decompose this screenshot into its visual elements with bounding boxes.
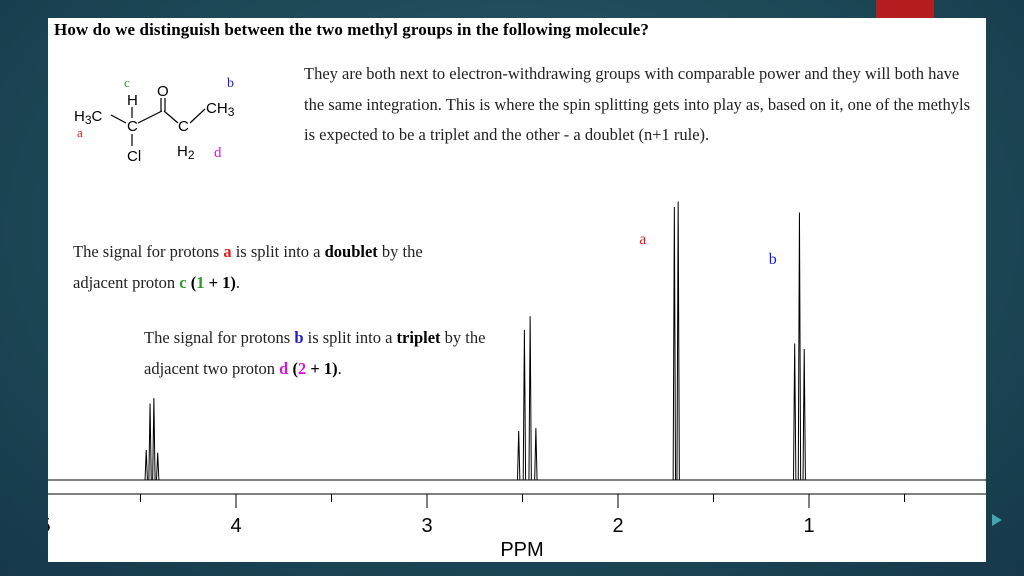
spectrum-peak-a xyxy=(676,201,680,481)
statement-b: The signal for protons b is split into a… xyxy=(144,322,485,384)
atom-h3c: H3C xyxy=(74,108,103,127)
statement-a-adjacent-label: c xyxy=(179,273,187,292)
statement-a-n: 1 xyxy=(196,273,205,292)
x-tick-label: 5 xyxy=(48,515,51,537)
statement-b-triplet: triplet xyxy=(396,328,441,347)
molecule-structure: c b H O CH3 H3C a C C Cl H2 d xyxy=(74,75,235,165)
statement-b-plus: + 1) xyxy=(306,359,338,378)
statement-b-adjacent-label: d xyxy=(279,359,289,378)
spectrum-peak-ch xyxy=(148,403,152,481)
atom-cl: Cl xyxy=(127,148,141,165)
spectrum-peak-ch2 xyxy=(534,428,538,481)
atom-c1: C xyxy=(127,118,138,135)
statement-a-end: . xyxy=(235,273,241,292)
atom-h2: H2 xyxy=(177,143,195,162)
bond-co-c2 xyxy=(163,110,179,124)
spectrum-peak-ch xyxy=(155,452,160,481)
bond-h3c-c1 xyxy=(110,114,127,124)
atom-c2: C xyxy=(178,118,189,135)
bond-c1-co xyxy=(137,110,163,124)
bond-c2-ch3 xyxy=(189,108,206,124)
explanation-paragraph: They are both next to electron-withdrawi… xyxy=(304,64,971,144)
spectrum-peak-ch xyxy=(144,449,148,481)
statement-a-text-2: is split into a xyxy=(231,242,325,261)
statement-b-n: 2 xyxy=(297,359,307,378)
statement-a-text-3: by the xyxy=(377,242,423,261)
accent-bar xyxy=(876,0,934,18)
atom-h: H xyxy=(127,92,138,109)
slide-title: How do we distinguish between the two me… xyxy=(54,20,649,39)
x-tick-label: 2 xyxy=(612,515,623,537)
statement-a-label: a xyxy=(223,242,232,261)
spectrum-peak-ch2 xyxy=(516,430,521,481)
statement-a: The signal for protons a is split into a… xyxy=(73,236,423,298)
molecule-label-d: d xyxy=(214,145,222,161)
x-tick-label: 1 xyxy=(803,515,814,537)
statement-a-text-1: The signal for protons xyxy=(73,242,224,261)
molecule-label-a: a xyxy=(77,125,83,140)
spectrum-peak-a xyxy=(672,206,677,481)
statement-a-plus: + 1) xyxy=(204,273,236,292)
statement-b-label: b xyxy=(294,328,304,347)
spectrum-peak-ch2 xyxy=(522,329,527,481)
statement-b-text-2: is split into a xyxy=(303,328,397,347)
spectrum-peak-b xyxy=(792,343,797,481)
slide: How do we distinguish between the two me… xyxy=(48,18,986,562)
x-axis-label: PPM xyxy=(500,539,543,561)
peak-annotation-b: b xyxy=(769,251,777,268)
atom-ch3: CH3 xyxy=(206,100,235,119)
statement-b-end: . xyxy=(337,359,342,378)
atom-o: O xyxy=(157,83,169,100)
spectrum-peak-b xyxy=(797,212,802,481)
molecule-label-b: b xyxy=(227,76,234,91)
spectrum-peak-b xyxy=(802,348,806,481)
molecule-label-c: c xyxy=(124,75,130,90)
statement-b-text-3: by the xyxy=(440,328,486,347)
statement-a-text-4: adjacent proton xyxy=(73,273,180,292)
spectrum-peak-ch2 xyxy=(528,316,532,481)
nmr-spectrum-chart: 5 4 3 2 1 PPM a b xyxy=(48,201,986,561)
corner-arrow-icon xyxy=(992,514,1002,526)
peak-annotation-a: a xyxy=(639,231,646,248)
x-tick-label: 3 xyxy=(421,515,432,537)
statement-b-text-4: adjacent two proton xyxy=(144,359,280,378)
statement-a-paren: ( xyxy=(186,273,197,292)
spectrum-peak-ch xyxy=(152,398,156,481)
statement-b-paren: ( xyxy=(288,359,298,378)
statement-a-doublet: doublet xyxy=(324,242,378,261)
statement-b-text-1: The signal for protons xyxy=(144,328,295,347)
x-tick-label: 4 xyxy=(230,515,241,537)
